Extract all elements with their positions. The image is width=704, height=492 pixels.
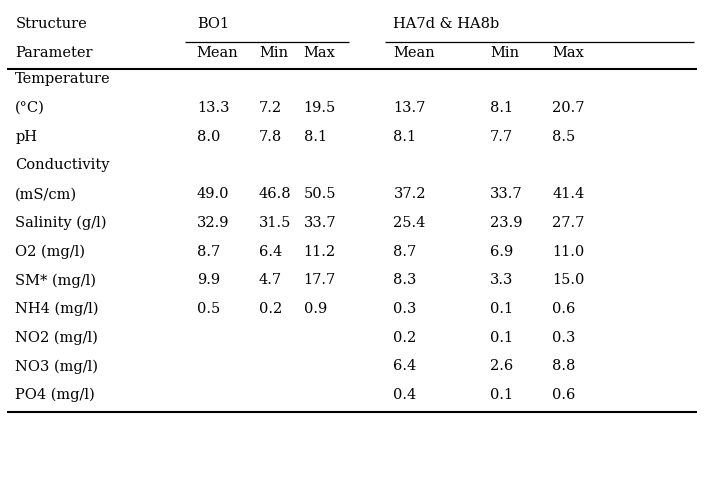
Text: NO2 (mg/l): NO2 (mg/l) — [15, 331, 98, 345]
Text: 46.8: 46.8 — [259, 187, 291, 201]
Text: (°C): (°C) — [15, 101, 45, 115]
Text: 8.5: 8.5 — [552, 130, 575, 144]
Text: 6.9: 6.9 — [490, 245, 513, 259]
Text: 7.2: 7.2 — [259, 101, 282, 115]
Text: 8.3: 8.3 — [394, 273, 417, 287]
Text: 31.5: 31.5 — [259, 216, 291, 230]
Text: 0.3: 0.3 — [552, 331, 575, 344]
Text: Max: Max — [552, 46, 584, 60]
Text: 27.7: 27.7 — [552, 216, 584, 230]
Text: Max: Max — [303, 46, 336, 60]
Text: 17.7: 17.7 — [303, 273, 336, 287]
Text: Min: Min — [259, 46, 288, 60]
Text: 4.7: 4.7 — [259, 273, 282, 287]
Text: 37.2: 37.2 — [394, 187, 426, 201]
Text: (mS/cm): (mS/cm) — [15, 187, 77, 201]
Text: 32.9: 32.9 — [197, 216, 230, 230]
Text: 0.1: 0.1 — [490, 331, 513, 344]
Text: 0.1: 0.1 — [490, 388, 513, 402]
Text: 33.7: 33.7 — [490, 187, 522, 201]
Text: 11.0: 11.0 — [552, 245, 584, 259]
Text: 9.9: 9.9 — [197, 273, 220, 287]
Text: 6.4: 6.4 — [394, 359, 417, 373]
Text: 11.2: 11.2 — [303, 245, 336, 259]
Text: 23.9: 23.9 — [490, 216, 522, 230]
Text: 13.3: 13.3 — [197, 101, 230, 115]
Text: 33.7: 33.7 — [303, 216, 337, 230]
Text: 0.3: 0.3 — [394, 302, 417, 316]
Text: BO1: BO1 — [197, 17, 229, 31]
Text: 0.9: 0.9 — [303, 302, 327, 316]
Text: 0.6: 0.6 — [552, 388, 575, 402]
Text: 0.1: 0.1 — [490, 302, 513, 316]
Text: 0.4: 0.4 — [394, 388, 417, 402]
Text: Temperature: Temperature — [15, 72, 111, 87]
Text: 6.4: 6.4 — [259, 245, 282, 259]
Text: 8.0: 8.0 — [197, 130, 220, 144]
Text: O2 (mg/l): O2 (mg/l) — [15, 245, 85, 259]
Text: 0.2: 0.2 — [394, 331, 417, 344]
Text: SM* (mg/l): SM* (mg/l) — [15, 273, 96, 288]
Text: Salinity (g/l): Salinity (g/l) — [15, 216, 107, 230]
Text: 49.0: 49.0 — [197, 187, 230, 201]
Text: 20.7: 20.7 — [552, 101, 584, 115]
Text: Conductivity: Conductivity — [15, 158, 110, 173]
Text: 50.5: 50.5 — [303, 187, 337, 201]
Text: 2.6: 2.6 — [490, 359, 513, 373]
Text: 0.2: 0.2 — [259, 302, 282, 316]
Text: Structure: Structure — [15, 17, 87, 31]
Text: 8.8: 8.8 — [552, 359, 575, 373]
Text: 19.5: 19.5 — [303, 101, 336, 115]
Text: 41.4: 41.4 — [552, 187, 584, 201]
Text: Parameter: Parameter — [15, 46, 93, 60]
Text: 13.7: 13.7 — [394, 101, 426, 115]
Text: 8.7: 8.7 — [394, 245, 417, 259]
Text: 3.3: 3.3 — [490, 273, 513, 287]
Text: 0.6: 0.6 — [552, 302, 575, 316]
Text: 8.7: 8.7 — [197, 245, 220, 259]
Text: 0.5: 0.5 — [197, 302, 220, 316]
Text: NO3 (mg/l): NO3 (mg/l) — [15, 359, 99, 374]
Text: 7.8: 7.8 — [259, 130, 282, 144]
Text: pH: pH — [15, 130, 37, 144]
Text: Mean: Mean — [197, 46, 239, 60]
Text: 8.1: 8.1 — [394, 130, 417, 144]
Text: 7.7: 7.7 — [490, 130, 513, 144]
Text: Min: Min — [490, 46, 519, 60]
Text: Mean: Mean — [394, 46, 435, 60]
Text: HA7d & HA8b: HA7d & HA8b — [394, 17, 500, 31]
Text: PO4 (mg/l): PO4 (mg/l) — [15, 388, 95, 402]
Text: 8.1: 8.1 — [303, 130, 327, 144]
Text: 8.1: 8.1 — [490, 101, 513, 115]
Text: 15.0: 15.0 — [552, 273, 584, 287]
Text: 25.4: 25.4 — [394, 216, 426, 230]
Text: NH4 (mg/l): NH4 (mg/l) — [15, 302, 99, 316]
